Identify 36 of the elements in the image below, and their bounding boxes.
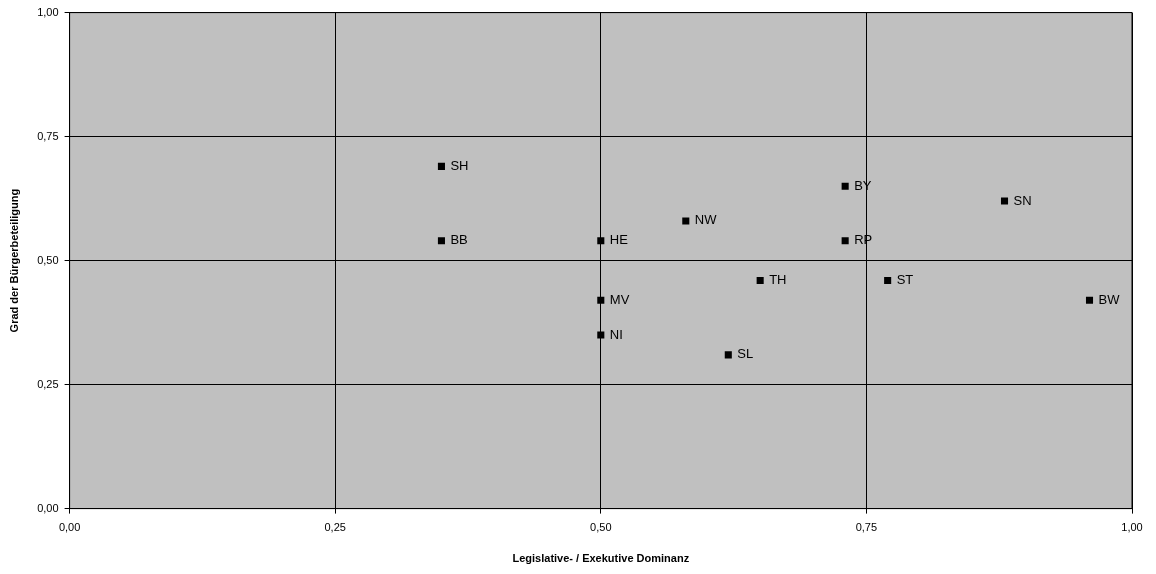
point: [841, 182, 849, 190]
y-tick-label: 1,00: [37, 5, 59, 18]
annotation: MV: [609, 291, 630, 307]
y-tick-label: 0,25: [37, 377, 59, 390]
point: [682, 217, 690, 225]
point: [1000, 197, 1009, 205]
point: [437, 162, 445, 170]
annotation: NI: [609, 326, 623, 342]
x-tick-label: 0,00: [58, 521, 81, 534]
y-tick-label: 0,00: [37, 501, 59, 514]
point: [597, 296, 605, 304]
x-tick-label: 0,25: [324, 521, 346, 534]
annotation: BB: [450, 232, 468, 248]
point: [597, 331, 605, 339]
point: [437, 237, 445, 245]
annotation: HE: [609, 232, 629, 248]
annotation: BW: [1098, 291, 1121, 307]
annotation: SL: [737, 346, 754, 362]
y-tick-label: 0,75: [37, 129, 59, 142]
point: [1085, 296, 1094, 304]
x-tick-label: 0,75: [855, 521, 878, 534]
annotation: SN: [1013, 192, 1032, 208]
annotation: TH: [769, 272, 787, 288]
point: [597, 237, 605, 245]
point: [724, 351, 732, 359]
point: [756, 276, 764, 284]
annotation: SH: [450, 157, 469, 173]
point: [884, 276, 892, 284]
y-tick-label: 0,50: [37, 253, 59, 266]
annotation: NW: [694, 212, 718, 228]
x-tick-label: 1,00: [1121, 521, 1143, 534]
x-tick-label: 0,50: [590, 521, 612, 534]
x-axis-title: Legislative- / Exekutive Dominanz: [512, 552, 690, 565]
annotation: ST: [896, 272, 914, 288]
point: [841, 237, 849, 245]
y-axis-title: Grad der Bürgerbeteiligung: [7, 188, 20, 333]
